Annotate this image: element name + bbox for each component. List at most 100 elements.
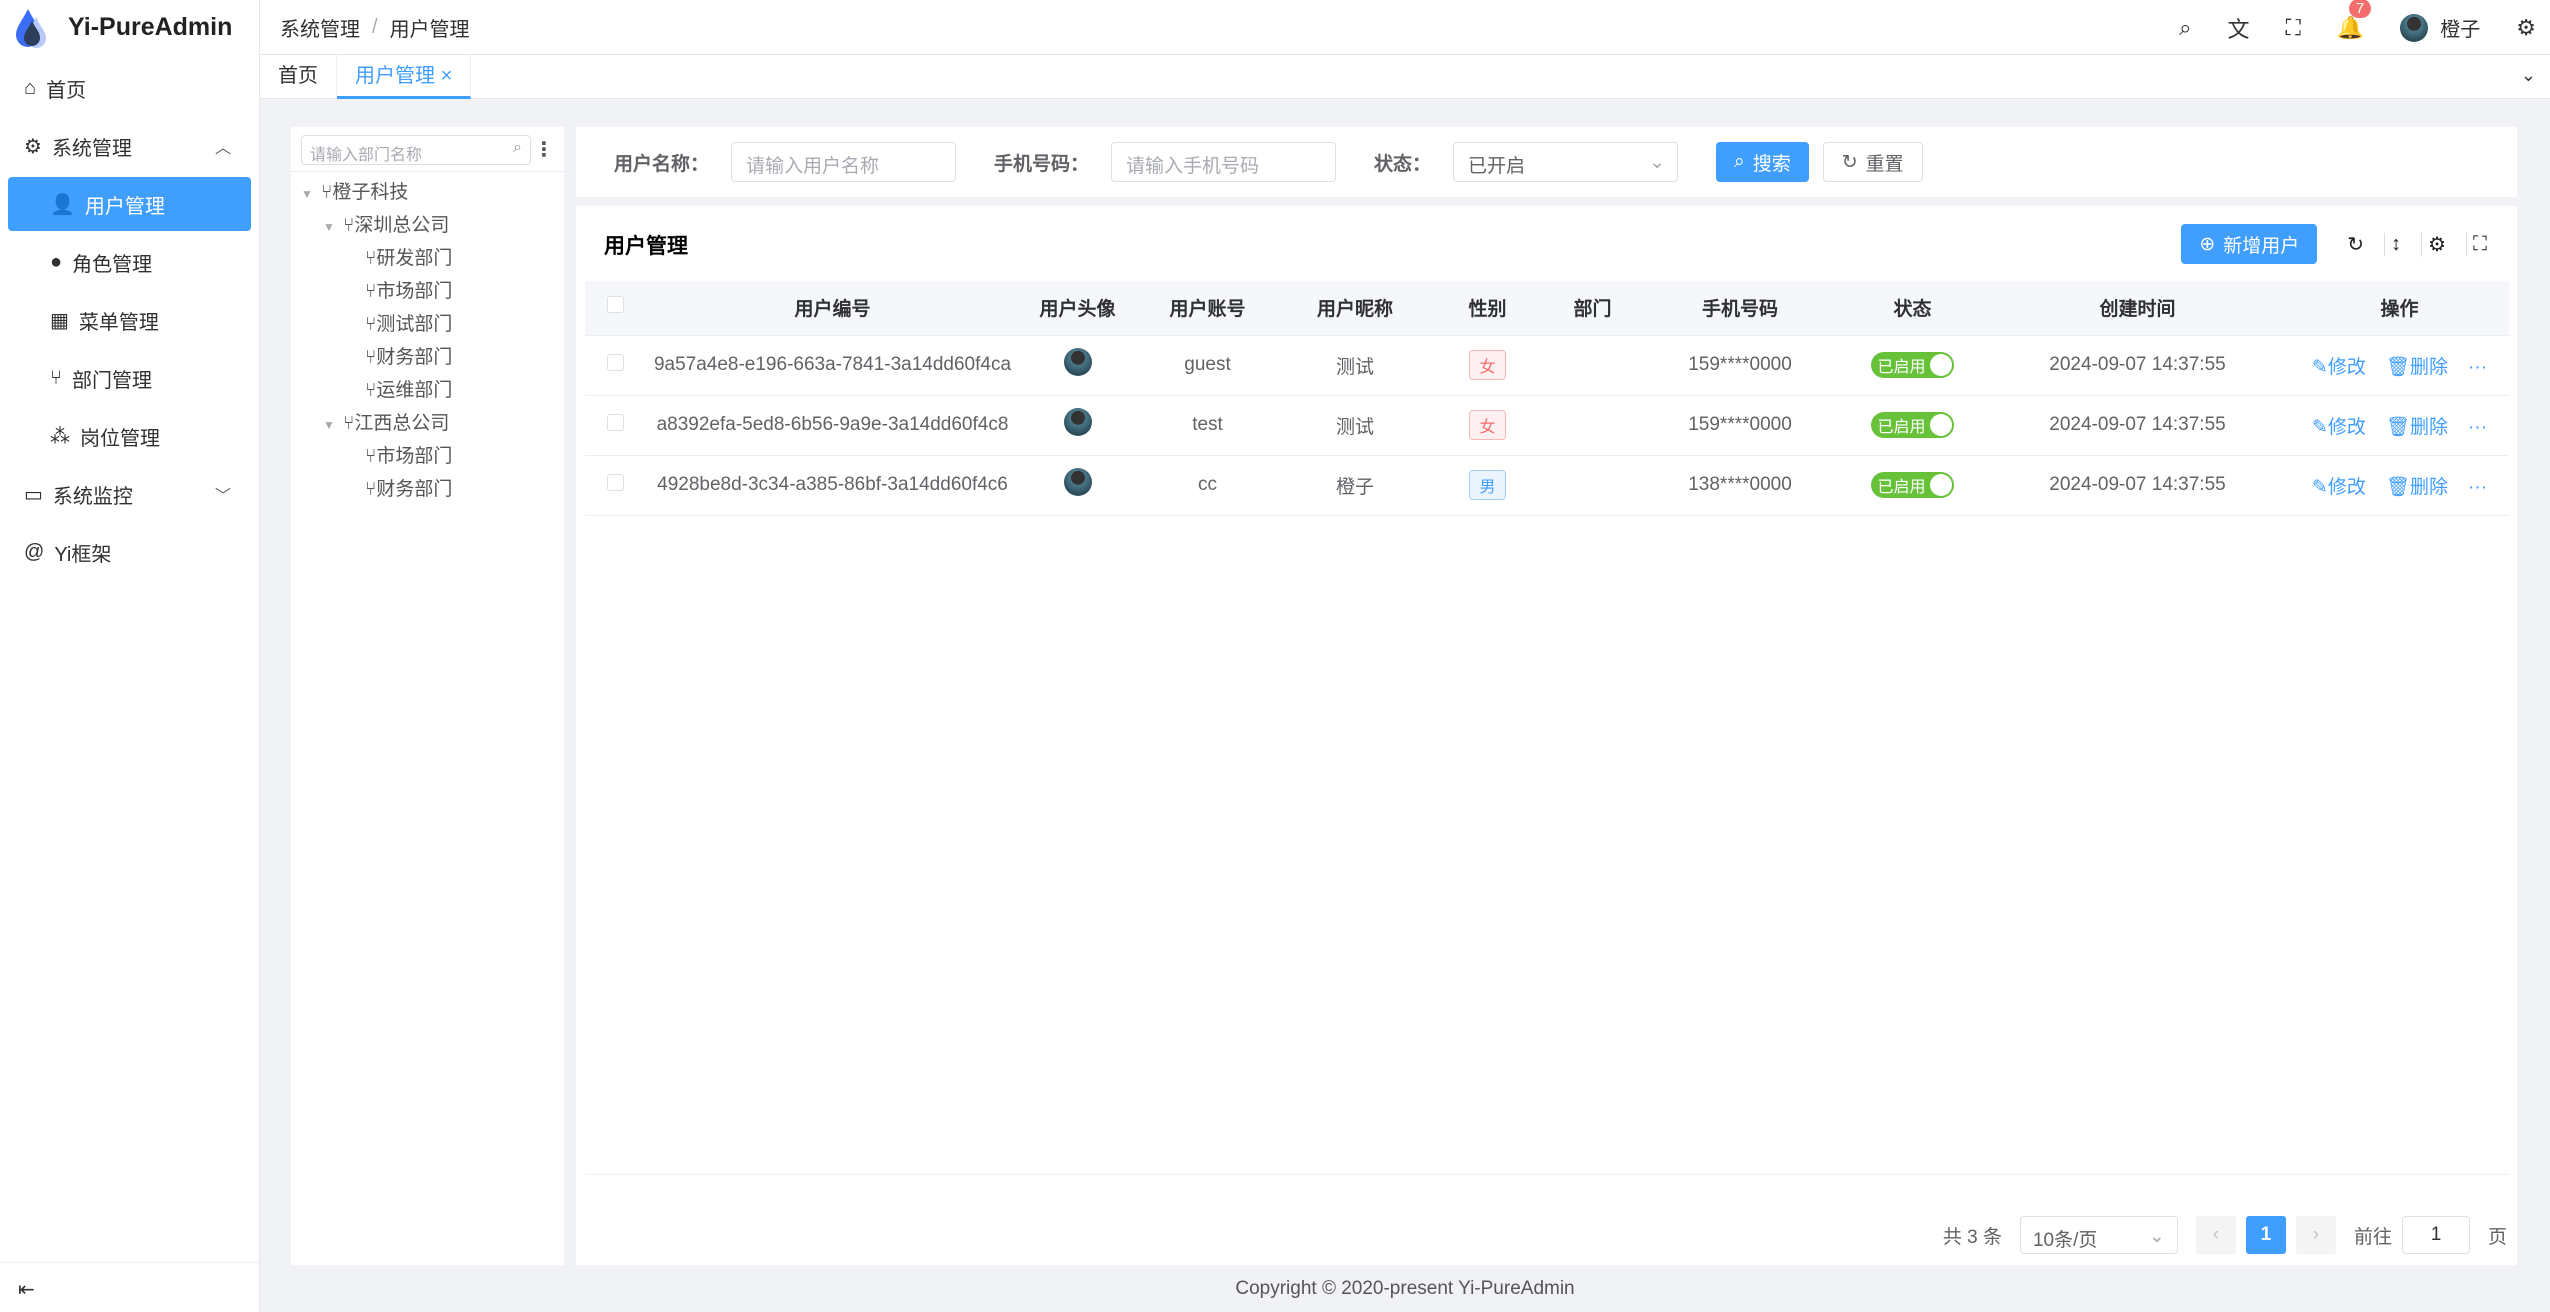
sidebar-item-label: Yi框架 <box>54 543 112 566</box>
user-id: 4928be8d-3c34-a385-86bf-3a14dd60f4c6 <box>645 455 1020 516</box>
delete-button[interactable]: 🗑删除 <box>2386 417 2448 438</box>
sidebar-item-roles[interactable]: ● 角色管理 <box>8 235 251 289</box>
fullscreen-icon[interactable]: ⛶ <box>2285 14 2301 40</box>
close-icon[interactable]: × <box>440 65 453 87</box>
breadcrumb-item[interactable]: 系统管理 <box>280 18 360 41</box>
tree-node[interactable]: ⑂市场部门 <box>291 275 564 308</box>
chevron-down-icon[interactable]: ⌄ <box>2520 65 2536 85</box>
chevron-down-icon: ⌄ <box>2149 1226 2165 1247</box>
tree-node-label: 市场部门 <box>376 446 453 467</box>
table-row[interactable]: 9a57a4e8-e196-663a-7841-3a14dd60f4ca gue… <box>585 335 2509 396</box>
sidebar-item-posts[interactable]: ⁂ 岗位管理 <box>8 409 251 463</box>
avatar <box>1063 348 1092 376</box>
add-user-button[interactable]: ⊕ 新增用户 <box>2181 224 2318 264</box>
density-icon[interactable]: ↕ <box>2384 232 2407 256</box>
row-checkbox[interactable] <box>606 413 624 431</box>
delete-button[interactable]: 🗑删除 <box>2386 357 2448 378</box>
sidebar-item-menus[interactable]: ▦ 菜单管理 <box>8 293 251 347</box>
user-account: cc <box>1135 455 1280 516</box>
sidebar-item-depts[interactable]: ⑂ 部门管理 <box>8 351 251 405</box>
tree-node[interactable]: ⑂财务部门 <box>291 473 564 506</box>
tree-node[interactable]: ⑂财务部门 <box>291 341 564 374</box>
edit-icon: ✎ <box>2311 476 2328 498</box>
tree-node[interactable]: ⑂研发部门 <box>291 242 564 275</box>
username-input[interactable]: 请输入用户名称 <box>731 142 957 182</box>
table-row[interactable]: a8392efa-5ed8-6b56-9a9e-3a14dd60f4c8 tes… <box>585 395 2509 456</box>
goto-page-input[interactable]: 1 <box>2401 1216 2470 1254</box>
edit-button[interactable]: ✎修改 <box>2312 477 2366 498</box>
reset-button[interactable]: ↻ 重置 <box>1822 142 1923 182</box>
collapse-sidebar-button[interactable]: ⇤ <box>0 1262 260 1312</box>
bell-icon[interactable]: 🔔 7 <box>2337 0 2372 41</box>
dept-search-input[interactable]: 请输入部门名称 ⌕ <box>301 135 531 165</box>
page-1-button[interactable]: 1 <box>2245 1216 2286 1254</box>
user-dept <box>1545 335 1640 396</box>
status-switch[interactable]: 已启用 <box>1871 352 1954 378</box>
edit-label: 修改 <box>2327 476 2366 498</box>
column-settings-icon[interactable]: ⚙ <box>2421 231 2452 257</box>
refresh-icon[interactable]: ↻ <box>2347 233 2365 256</box>
search-form: 用户名称： 请输入用户名称 手机号码： 请输入手机号码 状态： 已开启 ⌄ ⌕ 搜索… <box>576 127 2517 197</box>
tree-node[interactable]: ⑂运维部门 <box>291 374 564 407</box>
sidebar-item-home[interactable]: ⌂ 首页 <box>8 61 251 115</box>
page-suffix: 页 <box>2487 1226 2507 1248</box>
status-switch[interactable]: 已启用 <box>1871 412 1954 438</box>
sidebar-item-label: 角色管理 <box>72 253 153 276</box>
sidebar-item-yi[interactable]: @ Yi框架 <box>8 525 251 579</box>
search-icon[interactable]: ⌕ <box>2179 14 2192 40</box>
delete-label: 删除 <box>2410 356 2449 378</box>
user-id: 9a57a4e8-e196-663a-7841-3a14dd60f4ca <box>645 335 1020 396</box>
branch-icon: ⑂ <box>365 347 377 368</box>
status-switch-label: 已启用 <box>1877 479 1926 496</box>
delete-button[interactable]: 🗑删除 <box>2386 477 2448 498</box>
more-icon[interactable]: ··· <box>2468 416 2488 438</box>
grid-icon: ▦ <box>50 309 69 332</box>
tree-node[interactable]: ▼ ⑂江西总公司 <box>291 407 564 440</box>
caret-down-icon[interactable]: ▼ <box>323 418 335 432</box>
tab-users[interactable]: 用户管理 × <box>337 55 472 99</box>
phone-input[interactable]: 请输入手机号码 <box>1111 142 1337 182</box>
status-switch[interactable]: 已启用 <box>1871 472 1954 498</box>
fullscreen-icon[interactable]: ⛶ <box>2466 232 2493 256</box>
sidebar-item-monitor[interactable]: ▭ 系统监控 ﹀ <box>8 467 251 521</box>
trash-icon: 🗑 <box>2385 356 2411 378</box>
user-menu[interactable]: 橙子 <box>2400 13 2480 42</box>
more-icon[interactable]: ··· <box>2468 476 2488 498</box>
user-phone: 159****0000 <box>1640 335 1840 396</box>
more-vertical-icon[interactable]: ⋮ <box>534 139 554 161</box>
avatar <box>1063 408 1092 436</box>
tree-node[interactable]: ▼ ⑂深圳总公司 <box>291 209 564 242</box>
gender-tag: 男 <box>1469 470 1506 500</box>
settings-icon[interactable]: ⚙ <box>2516 14 2536 40</box>
column-header: 创建时间 <box>1985 281 2290 336</box>
select-all-checkbox[interactable] <box>585 281 645 336</box>
sidebar-item-system[interactable]: ⚙ 系统管理 ︿ <box>8 119 251 173</box>
edit-button[interactable]: ✎修改 <box>2312 357 2366 378</box>
prev-page-button[interactable]: ‹ <box>2195 1216 2236 1254</box>
status-select[interactable]: 已开启 ⌄ <box>1453 142 1679 182</box>
tree-node[interactable]: ⑂市场部门 <box>291 440 564 473</box>
user-nickname: 测试 <box>1280 335 1430 396</box>
sidebar-item-users[interactable]: 👤 用户管理 <box>8 177 251 231</box>
table-row[interactable]: 4928be8d-3c34-a385-86bf-3a14dd60f4c6 cc … <box>585 455 2509 516</box>
edit-button[interactable]: ✎修改 <box>2312 417 2366 438</box>
branch-icon: ⑂ <box>50 366 62 389</box>
page-size-select[interactable]: 10条/页 ⌄ <box>2019 1216 2178 1254</box>
tab-home[interactable]: 首页 <box>260 55 337 99</box>
search-button[interactable]: ⌕ 搜索 <box>1716 142 1809 182</box>
row-checkbox[interactable] <box>606 353 624 371</box>
caret-down-icon[interactable]: ▼ <box>323 220 335 234</box>
more-icon[interactable]: ··· <box>2468 356 2488 378</box>
next-page-button[interactable]: › <box>2295 1216 2336 1254</box>
tree-node[interactable]: ⑂测试部门 <box>291 308 564 341</box>
chevron-down-icon: ﹀ <box>214 488 231 505</box>
user-table-card: 用户管理 ⊕ 新增用户 ↻ ↕ ⚙ ⛶ 用户编号 用户头像 用户账号 用户昵称 性别 部门手… <box>576 206 2517 1265</box>
row-checkbox[interactable] <box>606 473 624 491</box>
edit-icon: ✎ <box>2311 416 2328 438</box>
translate-icon[interactable]: 文 <box>2227 16 2250 42</box>
caret-down-icon[interactable]: ▼ <box>301 187 313 201</box>
sidebar-item-label: 部门管理 <box>72 369 152 392</box>
home-icon: ⌂ <box>24 76 37 99</box>
tree-node[interactable]: ▼ ⑂橙子科技 <box>291 176 564 209</box>
logo[interactable]: Yi-PureAdmin <box>0 0 259 55</box>
